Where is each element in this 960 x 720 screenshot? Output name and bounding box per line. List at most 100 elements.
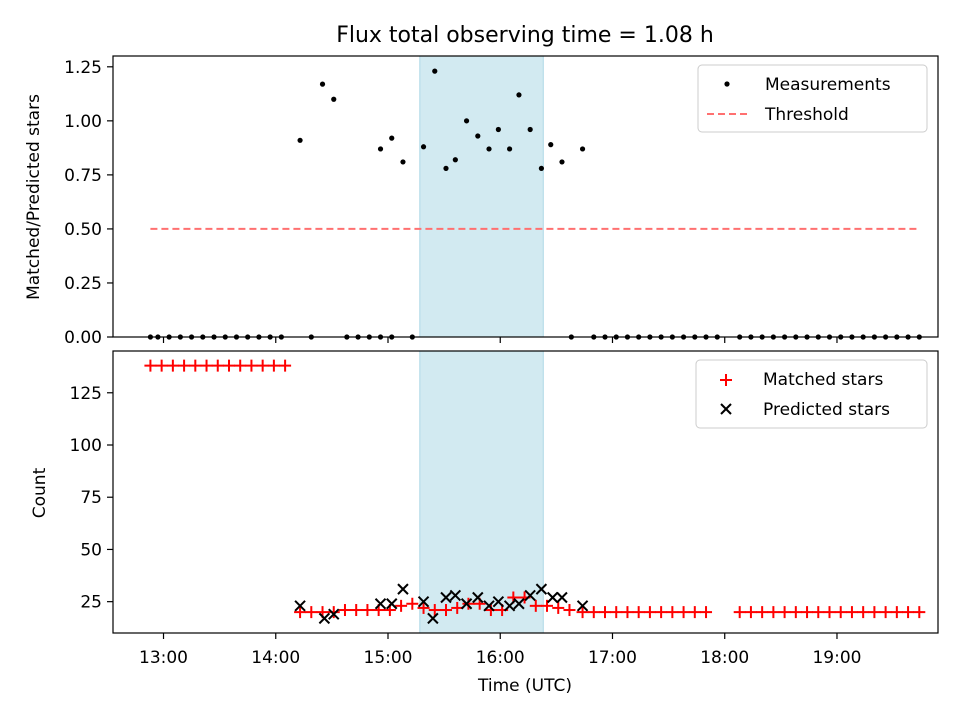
matched-stars-point	[789, 606, 802, 619]
matched-stars-point	[823, 606, 836, 619]
predicted-stars-point	[294, 600, 306, 612]
predicted-stars-point	[535, 583, 548, 595]
y-tick-label: 0.25	[64, 274, 102, 294]
predicted-stars-point	[386, 598, 398, 610]
count-y-axis-label: Count	[30, 467, 50, 518]
measurements-point	[527, 126, 533, 133]
x-tick-label: 15:00	[364, 648, 413, 668]
predicted-stars-point	[472, 591, 484, 604]
ratio-legend: Measurements Threshold	[697, 64, 928, 133]
observing-window-span	[419, 350, 544, 634]
legend-predicted-label: Predicted stars	[763, 400, 890, 420]
matched-stars-point	[643, 606, 656, 619]
measurements-point	[538, 165, 545, 171]
matched-stars-point	[166, 359, 179, 372]
predicted-stars-point	[556, 591, 568, 604]
matched-stars-point	[778, 606, 791, 619]
matched-stars-point	[338, 604, 351, 617]
matched-stars-point	[439, 604, 452, 617]
x-tick-label: 14:00	[251, 648, 300, 668]
ratio-y-axis-label: Matched/Predicted stars	[24, 94, 44, 300]
predicted-stars-point	[328, 608, 340, 620]
matched-stars-point	[890, 606, 903, 619]
matched-stars-point	[552, 601, 565, 614]
matched-stars-point	[417, 601, 430, 614]
measurements-point	[506, 146, 513, 152]
counts-legend: Matched stars Predicted stars	[695, 359, 928, 429]
measurements-point	[475, 133, 481, 139]
matched-stars-point	[868, 606, 881, 619]
matched-stars-point	[294, 606, 307, 619]
legend-matched-label: Matched stars	[763, 370, 883, 390]
ratio-panel: 0.00 0.25 0.50 0.75 1.00 1.25 Matched/Predict…	[24, 55, 939, 348]
measurements-point	[331, 96, 337, 102]
measurements-point	[400, 159, 406, 165]
matched-stars-point	[529, 599, 542, 612]
measurements-point	[297, 137, 303, 143]
y-tick-label: 75	[80, 488, 102, 508]
measurements-point	[432, 68, 438, 74]
measurements-point	[463, 118, 470, 124]
measurements-point	[548, 142, 554, 148]
legend-measurements-marker	[724, 81, 730, 87]
legend-measurements-label: Measurements	[765, 75, 891, 95]
matched-stars-point	[222, 359, 235, 372]
y-tick-label: 0.50	[64, 220, 102, 240]
measurements-point	[516, 92, 522, 98]
predicted-stars-point	[546, 591, 559, 604]
measurements-point	[389, 135, 395, 141]
matched-stars-point	[563, 604, 576, 617]
matched-stars-point	[361, 604, 374, 617]
predicted-stars-point	[427, 612, 439, 625]
predicted-stars-point	[318, 612, 331, 625]
matched-stars-point	[245, 359, 258, 372]
predicted-stars-point	[503, 600, 516, 612]
measurements-point	[559, 159, 565, 165]
matched-stars-point	[801, 606, 814, 619]
y-tick-label: 1.25	[64, 58, 102, 78]
matched-stars-point	[279, 359, 292, 372]
matched-stars-point	[744, 606, 757, 619]
matched-stars-point	[200, 359, 213, 372]
matched-stars-point	[428, 604, 441, 617]
matched-stars-point	[621, 606, 634, 619]
measurements-point	[319, 81, 326, 87]
matched-stars-point	[144, 359, 157, 372]
predicted-stars-point	[492, 595, 505, 608]
x-axis-label: Time (UTC)	[477, 676, 572, 696]
counts-panel: 25 50 75 100 125 13:00 14:00 15:00 16:00 17:00 18…	[30, 350, 939, 696]
matched-stars-point	[305, 606, 318, 619]
predicted-stars-point	[449, 589, 462, 602]
matched-stars-point	[688, 606, 701, 619]
matched-stars-point	[599, 606, 612, 619]
predicted-stars-point	[374, 598, 387, 610]
legend-predicted-marker	[720, 403, 732, 415]
y-tick-label: 1.00	[64, 112, 102, 132]
measurements-point	[495, 126, 501, 133]
matched-stars-point	[913, 606, 926, 619]
y-tick-label: 0.75	[64, 166, 102, 186]
predicted-stars-point	[576, 600, 589, 612]
predicted-stars-point	[397, 583, 409, 595]
predicted-stars-point	[524, 589, 536, 602]
chart-title: Flux total observing time = 1.08 h	[336, 23, 714, 48]
measurements-point	[420, 144, 427, 150]
matched-stars-point	[267, 359, 280, 372]
measurements-point	[377, 146, 384, 152]
measurements-point	[579, 146, 586, 152]
matched-stars-point	[666, 606, 679, 619]
y-tick-label: 100	[70, 436, 102, 456]
y-tick-label: 125	[70, 384, 102, 404]
matched-stars-point	[178, 359, 191, 372]
x-tick-label: 16:00	[476, 648, 525, 668]
matched-stars-point	[834, 606, 847, 619]
matched-stars-point	[632, 606, 645, 619]
y-tick-label: 0.00	[64, 328, 102, 348]
measurements-point	[443, 165, 449, 171]
measurements-point	[452, 157, 458, 163]
matched-stars-point	[845, 606, 858, 619]
matched-stars-point	[327, 606, 340, 619]
matched-stars-point	[812, 606, 825, 619]
y-tick-label: 25	[80, 593, 102, 613]
